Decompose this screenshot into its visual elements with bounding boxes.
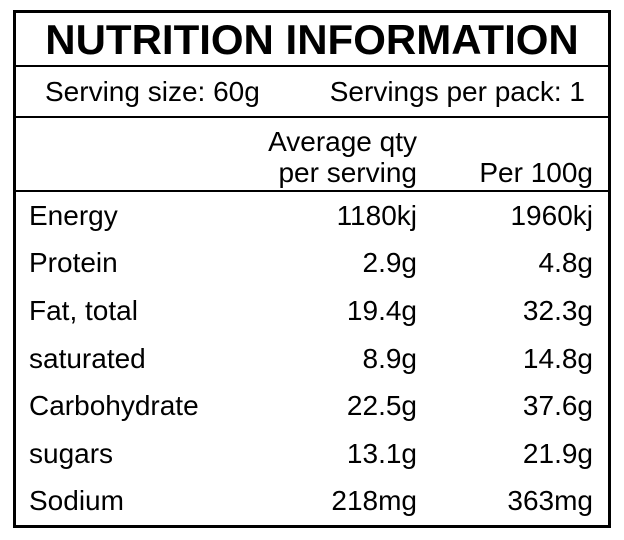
per-serving-header-line2: per serving: [278, 157, 417, 188]
per-serving-value: 22.5g: [346, 390, 417, 422]
per-100g-value: 1960kj: [510, 199, 593, 231]
per-100g-value: 37.6g: [522, 390, 593, 422]
per-100g-value: 14.8g: [522, 342, 593, 374]
per-serving-value: 218mg: [331, 485, 417, 517]
per-serving-value: 1180kj: [336, 199, 417, 231]
per-100g-value: 363mg: [507, 485, 593, 517]
table-row-carbohydrate: Carbohydrate 22.5g 37.6g: [16, 382, 608, 430]
table-row-protein: Protein 2.9g 4.8g: [16, 240, 608, 288]
per-serving-value: 13.1g: [346, 437, 417, 469]
nutrient-name: saturated: [29, 342, 146, 374]
nutrition-information-panel: NUTRITION INFORMATION Serving size: 60g …: [13, 10, 611, 528]
nutrient-table: Energy 1180kj 1960kj Protein 2.9g 4.8g F…: [16, 192, 608, 525]
serving-info-row: Serving size: 60g Servings per pack: 1: [16, 67, 608, 118]
per-serving-value: 2.9g: [362, 247, 418, 279]
table-row-sodium: Sodium 218mg 363mg: [16, 477, 608, 525]
table-row-saturated: saturated 8.9g 14.8g: [16, 335, 608, 383]
table-row-fat-total: Fat, total 19.4g 32.3g: [16, 287, 608, 335]
nutrient-name: Energy: [29, 199, 118, 231]
per-serving-column-header: Average qty per serving: [257, 126, 417, 188]
table-row-energy: Energy 1180kj 1960kj: [16, 192, 608, 240]
title-section: NUTRITION INFORMATION: [16, 13, 608, 67]
nutrient-name: sugars: [29, 437, 114, 469]
servings-per-pack-text: Servings per pack: 1: [329, 75, 585, 107]
column-headers-row: Average qty per serving Per 100g: [16, 118, 608, 192]
per-100g-value: 21.9g: [522, 437, 593, 469]
per-100g-column-header: Per 100g: [479, 157, 593, 188]
nutrient-name: Carbohydrate: [29, 390, 199, 422]
table-row-sugars: sugars 13.1g 21.9g: [16, 430, 608, 478]
nutrient-name: Sodium: [29, 485, 124, 517]
per-serving-value: 19.4g: [346, 294, 417, 326]
per-serving-value: 8.9g: [362, 342, 418, 374]
per-serving-header-line1: Average qty: [268, 126, 417, 157]
nutrient-name: Protein: [29, 247, 118, 279]
per-100g-value: 32.3g: [522, 294, 593, 326]
panel-title: NUTRITION INFORMATION: [45, 16, 579, 63]
serving-size-text: Serving size: 60g: [45, 75, 260, 107]
nutrient-name: Fat, total: [29, 294, 138, 326]
per-100g-value: 4.8g: [538, 247, 594, 279]
